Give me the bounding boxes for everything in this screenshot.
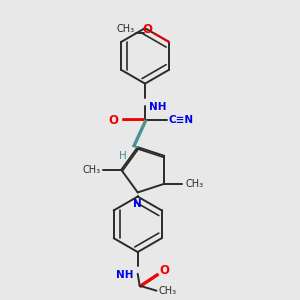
Text: CH₃: CH₃	[186, 179, 204, 189]
Text: O: O	[108, 114, 118, 127]
Text: CH₃: CH₃	[82, 165, 100, 175]
Text: NH: NH	[116, 270, 134, 280]
Text: CH₃: CH₃	[117, 24, 135, 34]
Text: C≡N: C≡N	[168, 115, 193, 125]
Text: CH₃: CH₃	[158, 286, 176, 296]
Text: NH: NH	[149, 102, 166, 112]
Text: H: H	[119, 151, 127, 161]
Text: O: O	[159, 264, 170, 278]
Text: O: O	[143, 22, 153, 36]
Text: N: N	[133, 200, 142, 209]
